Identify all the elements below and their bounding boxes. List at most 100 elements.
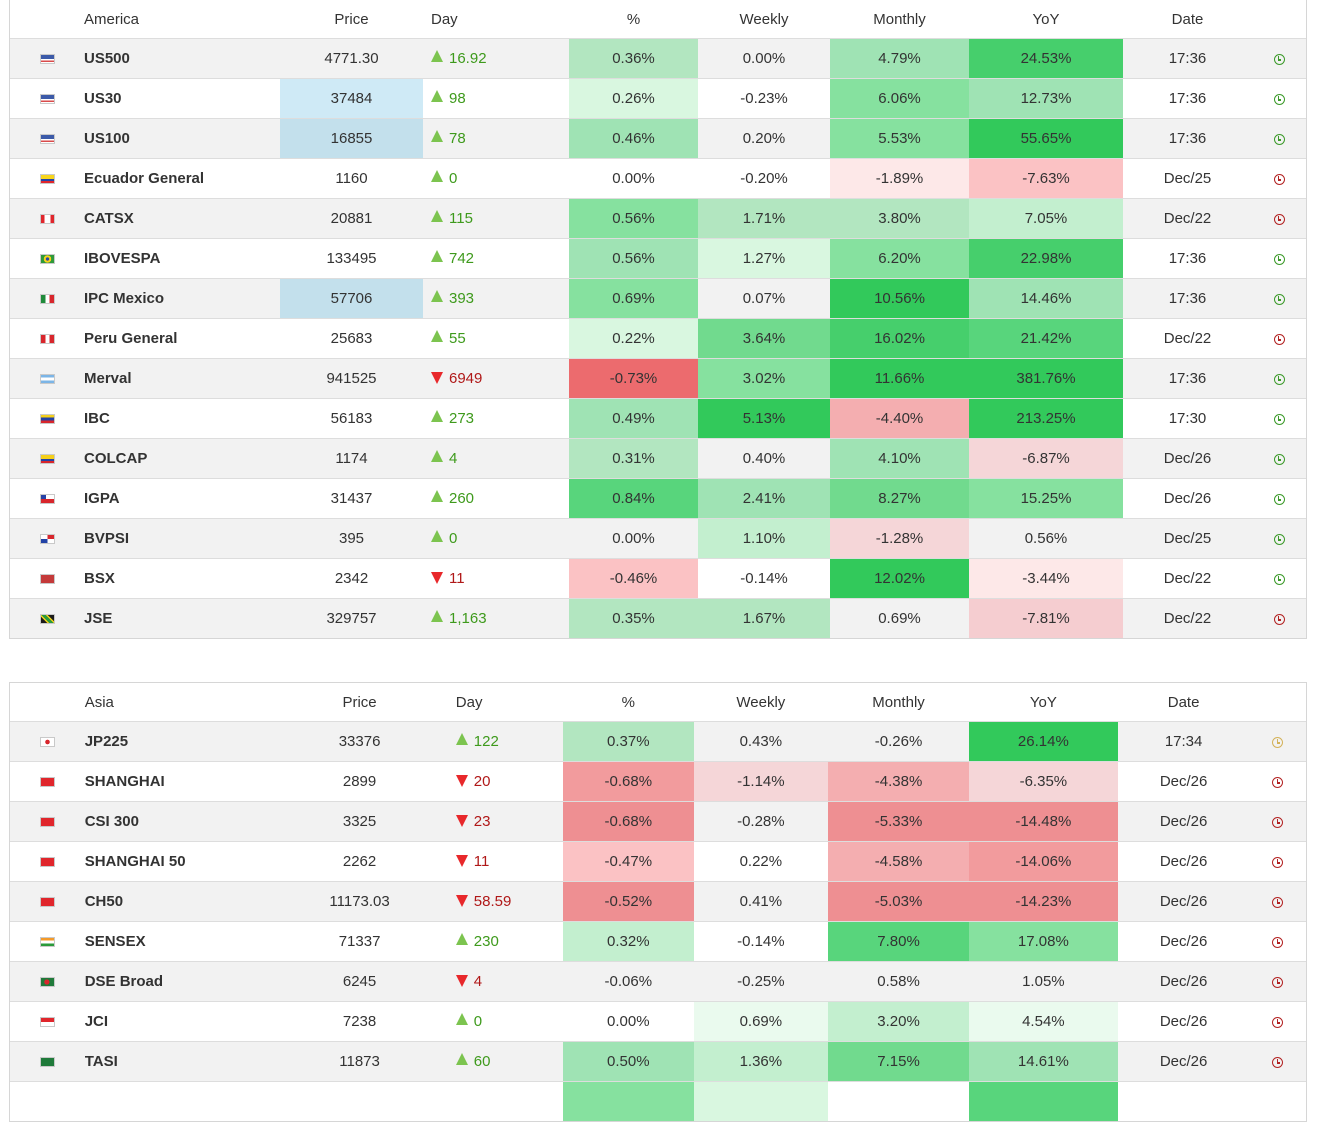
region-header[interactable]: Asia [84, 683, 286, 722]
flag-cell [10, 721, 85, 762]
market-closed-clock-icon [1272, 976, 1284, 988]
table-row[interactable]: Merval 941525 6949 -0.73% 3.02% 11.66% 381.76%… [10, 358, 1306, 399]
flag-us-icon [39, 94, 55, 105]
index-name-link[interactable]: IBOVESPA [84, 238, 280, 279]
table-row[interactable]: US30 37484 98 0.26% -0.23% 6.06% 12.73% 17:36 [10, 78, 1306, 119]
table-row[interactable]: SENSEX 71337 230 0.32% -0.14% 7.80% 17.08% Dec/… [10, 921, 1306, 962]
index-name-link[interactable]: IPC Mexico [84, 278, 280, 319]
yoy-header[interactable]: YoY [969, 683, 1118, 722]
index-name-link[interactable]: SENSEX [84, 921, 286, 962]
table-row[interactable]: IBOVESPA 133495 742 0.56% 1.27% 6.20% 22.98% 17… [10, 238, 1306, 279]
index-name-link[interactable]: TASI [84, 1041, 286, 1082]
day-change-value: 11 [449, 570, 465, 587]
table-row[interactable]: CATSX 20881 115 0.56% 1.71% 3.80% 7.05% Dec/22 [10, 198, 1306, 239]
table-row[interactable]: CH50 11173.03 58.59 -0.52% 0.41% -5.03% -14.23… [10, 881, 1306, 922]
index-name-link[interactable] [84, 1081, 286, 1121]
index-name-link[interactable]: Ecuador General [84, 158, 280, 199]
index-name-link[interactable]: US30 [84, 78, 280, 119]
pct-header[interactable]: % [562, 683, 694, 722]
date-header[interactable]: Date [1123, 0, 1252, 39]
table-row[interactable]: CSI 300 3325 23 -0.68% -0.28% -5.33% -14.48% De… [10, 801, 1306, 842]
arrow-up-icon [431, 50, 443, 62]
market-open-clock-icon [1273, 93, 1285, 105]
status-cell [1252, 158, 1306, 199]
table-row[interactable] [10, 1081, 1306, 1121]
table-row[interactable]: DSE Broad 6245 4 -0.06% -0.25% 0.58% 1.05% Dec/… [10, 961, 1306, 1002]
status-cell [1249, 961, 1306, 1002]
table-row[interactable]: US500 4771.30 16.92 0.36% 0.00% 4.79% 24.53% 17… [10, 38, 1306, 79]
monthly-change-cell: -5.33% [827, 801, 970, 842]
flag-cn-icon [39, 817, 55, 828]
index-name-link[interactable]: BVPSI [84, 518, 280, 559]
day-change-cell: 11 [423, 558, 569, 599]
index-name-link[interactable]: US100 [84, 118, 280, 159]
yoy-header[interactable]: YoY [969, 0, 1123, 39]
index-name-link[interactable]: COLCAP [84, 438, 280, 479]
price-cell: 3325 [285, 801, 434, 842]
date-cell: Dec/26 [1117, 881, 1250, 922]
index-name-link[interactable]: IBC [84, 398, 280, 439]
table-row[interactable]: IPC Mexico 57706 393 0.69% 0.07% 10.56% 14.46%… [10, 278, 1306, 319]
day-header[interactable]: Day [423, 0, 569, 39]
day-header[interactable]: Day [433, 683, 563, 722]
index-name-link[interactable]: Peru General [84, 318, 280, 359]
table-row[interactable]: COLCAP 1174 4 0.31% 0.40% 4.10% -6.87% Dec/26 [10, 438, 1306, 479]
index-name-link[interactable]: Merval [84, 358, 280, 399]
day-change-cell: 4 [433, 961, 563, 1002]
table-header: Asia Price Day % Weekly Monthly YoY Date [10, 683, 1306, 722]
index-name-link[interactable]: JCI [84, 1001, 286, 1042]
table-row[interactable]: Ecuador General 1160 0 0.00% -0.20% -1.89% -7.… [10, 158, 1306, 199]
monthly-header[interactable]: Monthly [830, 0, 969, 39]
yoy-change-cell: 7.05% [969, 198, 1123, 239]
index-name-link[interactable]: JP225 [84, 721, 286, 762]
table-row[interactable]: IGPA 31437 260 0.84% 2.41% 8.27% 15.25% Dec/26 [10, 478, 1306, 519]
table-row[interactable]: BVPSI 395 0 0.00% 1.10% -1.28% 0.56% Dec/25 [10, 518, 1306, 559]
yoy-change-cell: 381.76% [969, 358, 1123, 399]
table-row[interactable]: IBC 56183 273 0.49% 5.13% -4.40% 213.25% 17:30 [10, 398, 1306, 439]
weekly-change-cell: 1.27% [698, 238, 830, 279]
table-row[interactable]: JSE 329757 1,163 0.35% 1.67% 0.69% -7.81% Dec/2… [10, 598, 1306, 638]
day-change-cell: 122 [433, 721, 563, 762]
yoy-change-cell: -3.44% [969, 558, 1123, 599]
table-row[interactable]: SHANGHAI 2899 20 -0.68% -1.14% -4.38% -6.35% De… [10, 761, 1306, 802]
index-name-link[interactable]: BSX [84, 558, 280, 599]
index-name-link[interactable]: US500 [84, 38, 280, 79]
weekly-change-cell: 0.20% [698, 118, 830, 159]
table-row[interactable]: BSX 2342 11 -0.46% -0.14% 12.02% -3.44% Dec/22 [10, 558, 1306, 599]
status-cell [1249, 921, 1306, 962]
table-row[interactable]: TASI 11873 60 0.50% 1.36% 7.15% 14.61% Dec/26 [10, 1041, 1306, 1082]
weekly-header[interactable]: Weekly [693, 683, 828, 722]
table-row[interactable]: Peru General 25683 55 0.22% 3.64% 16.02% 21.42… [10, 318, 1306, 359]
index-name-link[interactable]: CH50 [84, 881, 286, 922]
index-name-link[interactable]: CATSX [84, 198, 280, 239]
monthly-header[interactable]: Monthly [827, 683, 970, 722]
flag-cl-icon [39, 494, 55, 505]
index-name-link[interactable]: JSE [84, 598, 280, 638]
pct-header[interactable]: % [569, 0, 698, 39]
flag-br-icon [39, 254, 55, 265]
table-row[interactable]: JP225 33376 122 0.37% 0.43% -0.26% 26.14% 17:34 [10, 721, 1306, 762]
date-cell: Dec/22 [1123, 598, 1252, 638]
index-name-link[interactable]: CSI 300 [84, 801, 286, 842]
day-change-value: 20 [473, 773, 491, 790]
weekly-header[interactable]: Weekly [698, 0, 830, 39]
index-name-link[interactable]: SHANGHAI [84, 761, 286, 802]
region-header[interactable]: America [84, 0, 280, 39]
index-name-link[interactable]: IGPA [84, 478, 280, 519]
date-header[interactable]: Date [1117, 683, 1250, 722]
monthly-change-cell: 16.02% [830, 318, 969, 359]
index-name-link[interactable]: SHANGHAI 50 [84, 841, 286, 882]
status-cell [1249, 881, 1306, 922]
market-open-clock-icon [1273, 453, 1285, 465]
table-row[interactable]: US100 16855 78 0.46% 0.20% 5.53% 55.65% 17:36 [10, 118, 1306, 159]
date-cell: Dec/26 [1117, 1041, 1250, 1082]
yoy-change-cell: -6.35% [969, 761, 1118, 802]
table-row[interactable]: SHANGHAI 50 2262 11 -0.47% 0.22% -4.58% -14.06… [10, 841, 1306, 882]
price-header[interactable]: Price [280, 0, 423, 39]
pct-change-cell: 0.00% [569, 158, 698, 199]
day-change-value: 55 [449, 330, 466, 347]
table-row[interactable]: JCI 7238 0 0.00% 0.69% 3.20% 4.54% Dec/26 [10, 1001, 1306, 1042]
index-name-link[interactable]: DSE Broad [84, 961, 286, 1002]
price-header[interactable]: Price [285, 683, 434, 722]
flag-cell [10, 398, 84, 439]
